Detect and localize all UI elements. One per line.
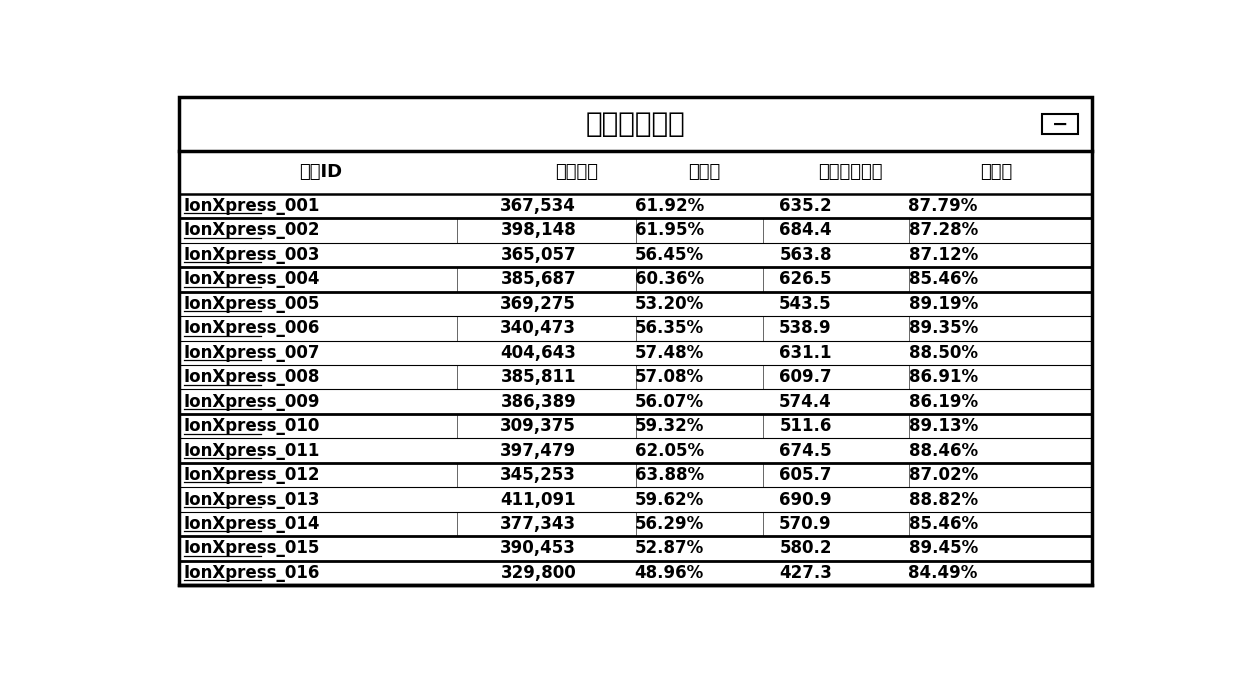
Text: IonXpress_010: IonXpress_010 <box>184 417 320 435</box>
Text: 684.4: 684.4 <box>779 221 832 240</box>
Text: 574.4: 574.4 <box>779 393 832 410</box>
Text: IonXpress_008: IonXpress_008 <box>184 369 320 386</box>
Text: 367,534: 367,534 <box>500 197 577 215</box>
Text: 538.9: 538.9 <box>779 319 832 338</box>
Text: 385,811: 385,811 <box>501 369 577 386</box>
Text: 56.07%: 56.07% <box>635 393 704 410</box>
Text: 329,800: 329,800 <box>501 564 577 582</box>
Text: 61.92%: 61.92% <box>635 197 704 215</box>
Text: IonXpress_015: IonXpress_015 <box>184 539 320 558</box>
Text: 626.5: 626.5 <box>779 271 832 288</box>
Text: 605.7: 605.7 <box>779 466 832 484</box>
Text: IonXpress_007: IonXpress_007 <box>184 344 320 362</box>
Text: IonXpress_005: IonXpress_005 <box>184 295 320 313</box>
Text: IonXpress_006: IonXpress_006 <box>184 319 320 338</box>
Text: IonXpress_013: IonXpress_013 <box>184 491 320 508</box>
Text: −: − <box>1052 114 1068 134</box>
Text: 390,453: 390,453 <box>500 539 577 558</box>
Text: 匹配读取: 匹配读取 <box>554 163 598 182</box>
Text: 369,275: 369,275 <box>500 295 577 313</box>
Text: 89.45%: 89.45% <box>909 539 978 558</box>
Text: 59.32%: 59.32% <box>635 417 704 435</box>
Text: IonXpress_001: IonXpress_001 <box>184 197 320 215</box>
Text: 57.48%: 57.48% <box>635 344 704 362</box>
Text: 61.95%: 61.95% <box>635 221 704 240</box>
Text: IonXpress_011: IonXpress_011 <box>184 441 320 460</box>
Text: 52.87%: 52.87% <box>635 539 704 558</box>
Text: 365,057: 365,057 <box>501 246 577 264</box>
Text: 674.5: 674.5 <box>779 441 832 460</box>
Text: 89.19%: 89.19% <box>909 295 978 313</box>
Text: 57.08%: 57.08% <box>635 369 704 386</box>
Text: 690.9: 690.9 <box>779 491 832 508</box>
Text: 543.5: 543.5 <box>779 295 832 313</box>
Text: 56.29%: 56.29% <box>635 515 704 533</box>
Text: 404,643: 404,643 <box>500 344 577 362</box>
Text: 345,253: 345,253 <box>500 466 577 484</box>
Text: 均一性: 均一性 <box>980 163 1012 182</box>
Text: 87.12%: 87.12% <box>909 246 978 264</box>
Text: 309,375: 309,375 <box>500 417 577 435</box>
Text: 427.3: 427.3 <box>779 564 832 582</box>
Text: IonXpress_002: IonXpress_002 <box>184 221 320 240</box>
Text: 86.91%: 86.91% <box>909 369 978 386</box>
Text: 570.9: 570.9 <box>779 515 832 533</box>
Text: 580.2: 580.2 <box>779 539 832 558</box>
Text: 631.1: 631.1 <box>779 344 832 362</box>
Text: IonXpress_012: IonXpress_012 <box>184 466 320 484</box>
Text: 385,687: 385,687 <box>501 271 577 288</box>
Text: 62.05%: 62.05% <box>635 441 704 460</box>
Text: 87.79%: 87.79% <box>909 197 978 215</box>
Text: 87.02%: 87.02% <box>909 466 978 484</box>
Text: 609.7: 609.7 <box>779 369 832 386</box>
Text: 48.96%: 48.96% <box>635 564 704 582</box>
Text: 标签总结报告: 标签总结报告 <box>585 110 686 138</box>
Text: 563.8: 563.8 <box>779 246 832 264</box>
Text: 411,091: 411,091 <box>501 491 577 508</box>
Text: IonXpress_004: IonXpress_004 <box>184 271 320 288</box>
Text: 85.46%: 85.46% <box>909 271 978 288</box>
Text: 59.62%: 59.62% <box>635 491 704 508</box>
Text: 56.45%: 56.45% <box>635 246 704 264</box>
Text: 63.88%: 63.88% <box>635 466 704 484</box>
Text: IonXpress_016: IonXpress_016 <box>184 564 320 582</box>
Text: 398,148: 398,148 <box>501 221 577 240</box>
Text: 84.49%: 84.49% <box>909 564 978 582</box>
Text: IonXpress_014: IonXpress_014 <box>184 515 320 533</box>
Text: 397,479: 397,479 <box>500 441 577 460</box>
Text: 在靶库: 在靶库 <box>688 163 720 182</box>
Text: IonXpress_003: IonXpress_003 <box>184 246 320 264</box>
Text: 340,473: 340,473 <box>500 319 577 338</box>
Text: 88.46%: 88.46% <box>909 441 978 460</box>
Text: 88.82%: 88.82% <box>909 491 978 508</box>
Text: 88.50%: 88.50% <box>909 344 978 362</box>
Text: 89.35%: 89.35% <box>909 319 978 338</box>
FancyBboxPatch shape <box>1042 114 1079 134</box>
Text: 标签ID: 标签ID <box>299 163 342 182</box>
Text: 635.2: 635.2 <box>779 197 832 215</box>
Text: 85.46%: 85.46% <box>909 515 978 533</box>
Text: 平均测序深度: 平均测序深度 <box>818 163 883 182</box>
Text: IonXpress_009: IonXpress_009 <box>184 393 320 410</box>
Text: 377,343: 377,343 <box>500 515 577 533</box>
Text: 53.20%: 53.20% <box>635 295 704 313</box>
Text: 60.36%: 60.36% <box>635 271 704 288</box>
Text: 386,389: 386,389 <box>501 393 577 410</box>
Text: 89.13%: 89.13% <box>909 417 978 435</box>
Text: 86.19%: 86.19% <box>909 393 978 410</box>
Text: 56.35%: 56.35% <box>635 319 704 338</box>
Text: 511.6: 511.6 <box>780 417 832 435</box>
Text: 87.28%: 87.28% <box>909 221 978 240</box>
